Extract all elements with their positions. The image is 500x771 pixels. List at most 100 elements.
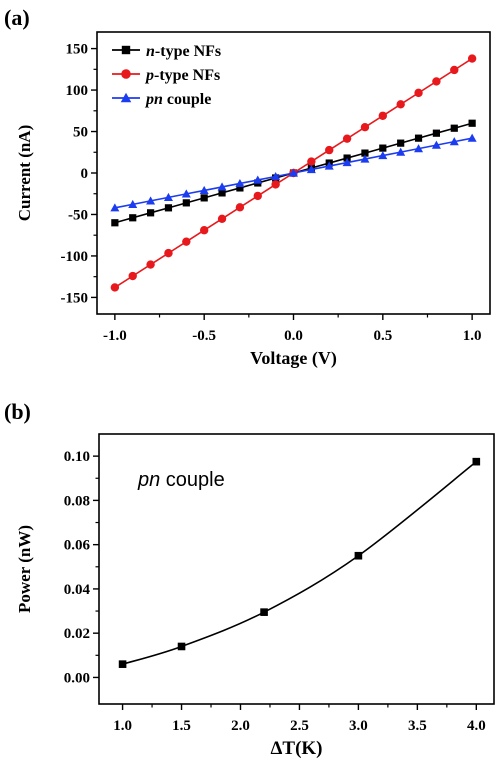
data-point (379, 144, 387, 152)
y-tick-label: 0.08 (64, 493, 90, 509)
data-point (235, 203, 245, 212)
data-point (164, 204, 173, 212)
legend-label: pn couple (144, 91, 211, 108)
y-tick-label: 100 (66, 83, 89, 99)
series-0 (118, 457, 481, 668)
data-point (271, 171, 281, 181)
data-point (111, 219, 119, 227)
data-point (432, 77, 441, 86)
y-tick-label: 0.06 (64, 538, 91, 554)
x-tick-label: 4.0 (467, 718, 486, 734)
x-tick-label: 2.0 (231, 718, 250, 734)
data-point (325, 145, 334, 155)
data-point (306, 165, 316, 174)
data-point (118, 660, 127, 668)
x-tick-label: 0.0 (284, 328, 303, 344)
data-point (128, 271, 137, 281)
x-tick-label: -0.5 (192, 328, 216, 344)
data-point (414, 144, 424, 153)
data-point (414, 134, 423, 142)
data-point (146, 196, 156, 205)
x-axis-label: ΔT(K) (270, 738, 322, 759)
legend-label-italic: p (144, 67, 154, 84)
panel-a-label: (a) (4, 5, 30, 30)
y-tick-label: 50 (73, 125, 88, 141)
legend-label-rest: -type NFs (155, 43, 221, 60)
data-point (146, 209, 155, 217)
data-point (182, 237, 191, 246)
data-point (110, 203, 120, 212)
legend-marker (121, 45, 131, 55)
data-point (397, 139, 405, 147)
data-point (450, 124, 458, 132)
y-tick-label: 0.10 (64, 449, 90, 465)
legend-label-rest: couple (163, 91, 211, 108)
data-point (129, 214, 137, 222)
annotation-rest: couple (160, 469, 225, 491)
annotation-pn-couple: pn couple (137, 469, 225, 491)
x-tick-label: 1.5 (172, 718, 191, 734)
data-point (182, 199, 190, 207)
data-point (110, 283, 120, 292)
series-line (122, 461, 477, 665)
data-point (432, 129, 441, 137)
x-tick-label: 1.0 (463, 328, 482, 344)
y-tick-label: 0.00 (64, 670, 90, 686)
panel-b: (b) 1.0 1.5 2.0 2.5 3.0 3.5 4.0 0.00 0.02 0.04 0.0… (4, 399, 495, 759)
data-point (181, 189, 191, 198)
y-tick-label: -50 (68, 207, 88, 223)
data-point (360, 123, 370, 132)
series-2 (110, 133, 477, 212)
data-point (217, 214, 227, 223)
data-point (199, 185, 209, 195)
panel-a: (a) -1.0 -0.5 0.0 0.5 1.0 -150 -100 -50 0 50 100 15… (4, 5, 491, 369)
data-point (342, 158, 352, 167)
annotation-italic: pn (137, 469, 160, 491)
plot-frame (98, 433, 495, 705)
data-point (414, 88, 423, 98)
y-axis-label: Power (nW) (15, 525, 34, 613)
data-point (396, 147, 406, 156)
data-point (396, 100, 405, 109)
data-point (472, 457, 481, 466)
data-point (177, 642, 186, 651)
y-tick-label: -100 (61, 249, 89, 265)
x-tick-label: 0.5 (373, 328, 392, 344)
data-point (199, 226, 209, 235)
data-point (360, 154, 370, 163)
data-point (307, 157, 316, 166)
data-point (271, 180, 280, 189)
data-point (324, 161, 334, 170)
data-point (361, 149, 369, 157)
legend-marker (121, 69, 131, 79)
panel-b-label: (b) (4, 399, 31, 424)
legend-entry: n-type NFs (112, 43, 221, 60)
data-point (163, 192, 173, 201)
legend-entry: p-type NFs (112, 67, 220, 84)
data-point (164, 248, 173, 258)
data-point (378, 111, 388, 120)
x-axis-label: Voltage (V) (250, 348, 337, 369)
data-point (467, 54, 477, 63)
legend-label: p-type NFs (144, 67, 220, 84)
data-point (128, 199, 138, 208)
data-point (378, 151, 388, 160)
data-point (468, 119, 476, 127)
data-point (450, 65, 459, 75)
data-point (217, 182, 227, 191)
x-tick-label: 3.5 (408, 718, 427, 734)
legend-label-rest: -type NFs (154, 67, 220, 84)
y-tick-label: 0.02 (64, 626, 90, 642)
legend-label-italic: n (146, 43, 155, 60)
y-tick-label: 0.04 (64, 582, 91, 598)
legend-entry: pn couple (112, 91, 211, 108)
data-point (253, 175, 263, 184)
data-point (260, 608, 268, 616)
data-point (354, 551, 363, 560)
y-tick-label: 150 (66, 42, 89, 58)
legend-label: n-type NFs (146, 43, 221, 60)
data-point (236, 184, 244, 192)
data-point (253, 191, 262, 201)
y-axis-label: Current (nA) (15, 125, 34, 221)
